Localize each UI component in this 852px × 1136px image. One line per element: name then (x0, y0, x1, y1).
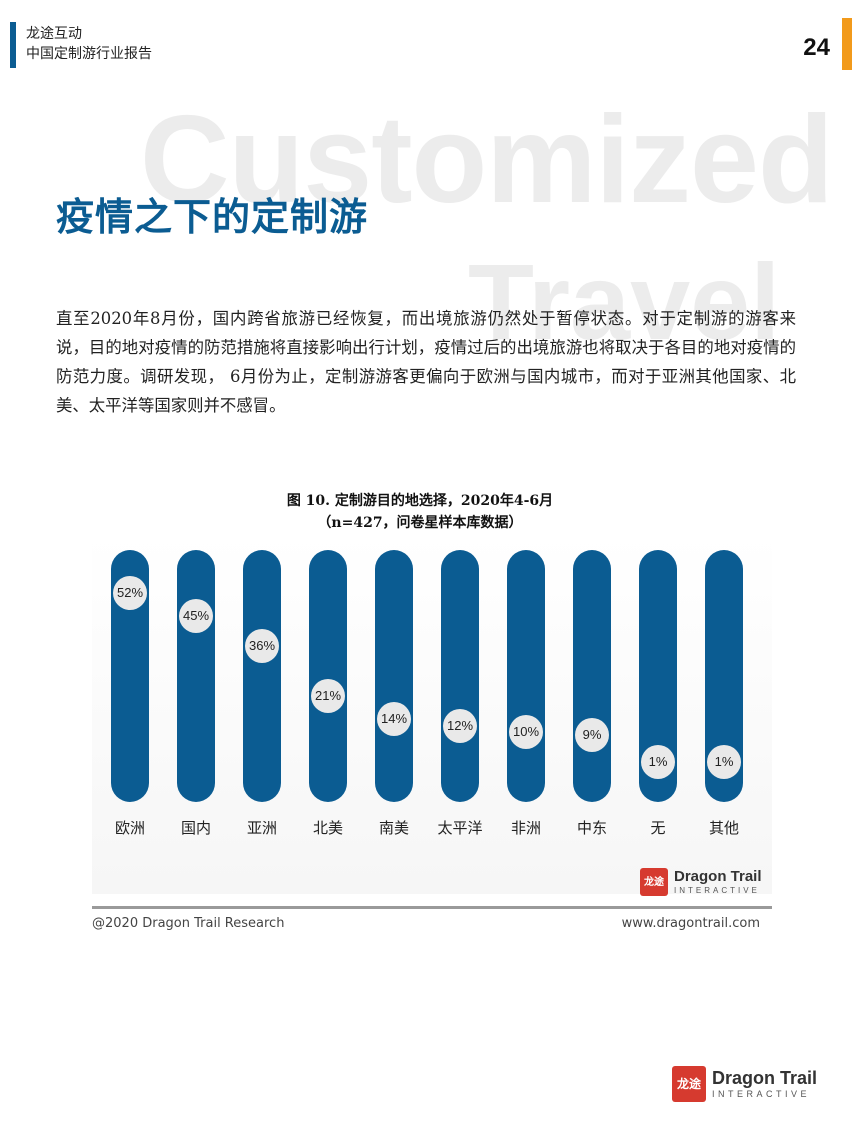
chart-category-label: 其他 (708, 819, 739, 837)
page-title: 疫情之下的定制游 (56, 195, 369, 239)
chart-subtitle: （n=427，问卷星样本库数据） (317, 515, 523, 531)
page-number: 24 (803, 34, 830, 61)
chart-bar (507, 550, 545, 802)
website-link[interactable]: www.dragontrail.com (621, 916, 760, 931)
chart-category-label: 非洲 (510, 819, 541, 837)
report-title: 中国定制游行业报告 (26, 46, 152, 62)
chart-data-label: 12% (443, 708, 477, 743)
dragon-trail-name: Dragon Trail (712, 1068, 818, 1088)
dragon-trail-tagline: INTERACTIVE (674, 885, 760, 895)
copyright-text: @2020 Dragon Trail Research (92, 916, 285, 931)
chart-data-label: 9% (575, 718, 609, 753)
chart-data-label: 36% (245, 629, 279, 664)
chart-bar (177, 550, 215, 802)
chart-title: 图 10. 定制游目的地选择，2020年4-6月 (286, 493, 554, 509)
chart-bar (441, 550, 479, 802)
header-accent-bar (10, 22, 16, 68)
chart-plot-area: 龙途 Dragon Trail INTERACTIVE 52% 欧洲 45% 国内 36… (92, 534, 772, 896)
chart-category-label: 中东 (576, 819, 607, 837)
watermark-customized: Customized (140, 91, 834, 229)
chart-bar (243, 550, 281, 802)
chart-data-label: 52% (113, 576, 147, 610)
header: 龙途互动 中国定制游行业报告 (26, 24, 152, 64)
watermark-travel: Travel (468, 241, 781, 362)
page-number-accent (842, 18, 852, 70)
chart-data-label: 45% (179, 599, 213, 634)
chart-data-label: 1% (707, 745, 741, 779)
dragon-trail-logo-mark: 龙途 (672, 1066, 706, 1102)
chart-bar (375, 550, 413, 802)
chart-category-label: 南美 (378, 819, 409, 837)
chart-footer-rule (92, 906, 772, 909)
chart-data-label: 21% (311, 678, 345, 713)
page-logo: 龙途 Dragon Trail INTERACTIVE (672, 1066, 817, 1102)
chart-category-label: 欧洲 (114, 819, 145, 837)
chart-category-label: 亚洲 (246, 819, 277, 837)
dragon-trail-tagline: INTERACTIVE (712, 1089, 811, 1099)
chart-category-label: 太平洋 (437, 819, 483, 837)
dragon-trail-logo-mark: 龙途 (640, 868, 668, 896)
body-paragraph: 直至2020年8月份，国内跨省旅游已经恢复，而出境旅游仍然处于暂停状态。对于定制… (56, 309, 796, 415)
chart-data-label: 1% (641, 745, 675, 779)
chart-category-label: 无 (650, 819, 666, 837)
chart-category-label: 国内 (180, 819, 211, 837)
chart-logo: 龙途 Dragon Trail INTERACTIVE (640, 868, 762, 896)
chart-bar (309, 550, 347, 802)
chart-data-label: 10% (509, 715, 543, 750)
chart-data-label: 14% (377, 701, 411, 736)
dragon-trail-name: Dragon Trail (674, 867, 762, 885)
chart-category-label: 北美 (312, 819, 343, 837)
chart-bar (573, 550, 611, 802)
company-name: 龙途互动 (26, 26, 82, 42)
